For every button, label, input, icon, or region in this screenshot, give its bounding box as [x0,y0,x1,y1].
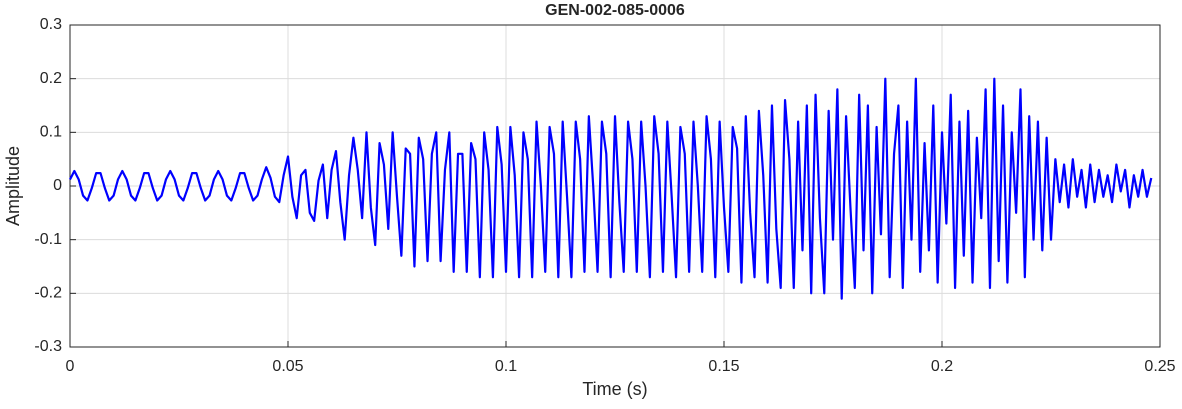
axes-box [69,24,1161,348]
y-tick-label: -0.1 [34,231,62,248]
y-tick-label: 0.1 [40,124,62,141]
x-axis-label: Time (s) [582,379,647,399]
y-tick-label: 0 [53,177,62,194]
y-tick-label: -0.3 [34,338,62,355]
y-axis-label: Amplitude [3,146,23,226]
x-tick-label: 0.05 [272,358,303,375]
y-tick-label: 0.2 [40,70,62,87]
x-tick-label: 0 [66,358,75,375]
x-tick-label: 0.15 [708,358,739,375]
x-tick-label: 0.25 [1144,358,1175,375]
y-tick-label: -0.2 [34,285,62,302]
chart-title: GEN-002-085-0006 [545,2,685,19]
x-tick-label: 0.2 [931,358,953,375]
y-tick-label: 0.3 [40,16,62,33]
signal-line [69,77,1153,300]
x-tick-label: 0.1 [495,358,517,375]
